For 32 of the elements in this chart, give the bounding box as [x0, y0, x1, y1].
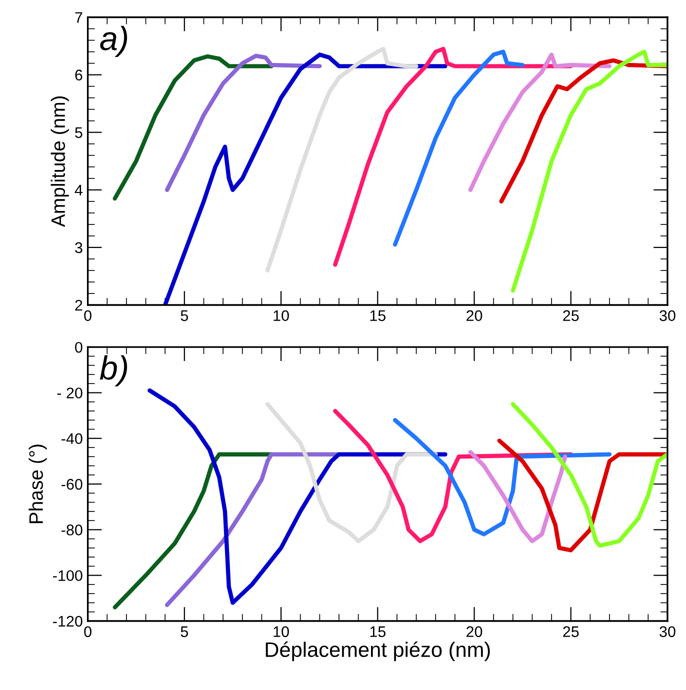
y-tick-label: 7 — [75, 12, 82, 23]
y-tick-label: 3 — [75, 242, 82, 254]
y-tick-label: -120 — [53, 616, 82, 627]
y-axis-title: Phase (°) — [28, 444, 47, 524]
x-tick-label: 0 — [84, 626, 92, 638]
x-tick-label: 15 — [370, 310, 386, 322]
x-tick-label: 10 — [274, 626, 289, 638]
x-tick-label: 25 — [563, 310, 579, 322]
y-tick-label: -60 — [62, 478, 82, 490]
x-tick-label: 0 — [84, 310, 92, 322]
y-tick-label: 5 — [75, 127, 82, 138]
y-tick-label: 4 — [74, 184, 82, 196]
y-tick-label: -100 — [53, 570, 82, 582]
x-axis-title: Déplacement piézo (nm) — [266, 641, 490, 662]
y-axis-title: Amplitude (nm) — [50, 96, 69, 227]
x-tick-label: 5 — [180, 626, 188, 638]
annotation: b) — [100, 355, 128, 386]
y-tick-label: 6 — [75, 70, 82, 80]
x-tick-label: 25 — [563, 626, 579, 638]
y-tick-label: -40 — [62, 433, 82, 444]
x-tick-label: 5 — [180, 310, 188, 322]
y-tick-label: 0 — [75, 342, 82, 353]
x-tick-label: 10 — [274, 310, 289, 322]
x-tick-label: 20 — [466, 310, 482, 322]
x-tick-label: 30 — [660, 626, 676, 638]
x-tick-label: 20 — [466, 626, 482, 638]
y-tick-label: 2 — [75, 300, 82, 311]
annotation: a) — [100, 26, 128, 57]
y-tick-label: - 20 — [57, 388, 82, 398]
x-tick-label: 15 — [370, 626, 386, 638]
y-tick-label: -80 — [62, 524, 82, 536]
x-tick-label: 30 — [660, 310, 676, 322]
